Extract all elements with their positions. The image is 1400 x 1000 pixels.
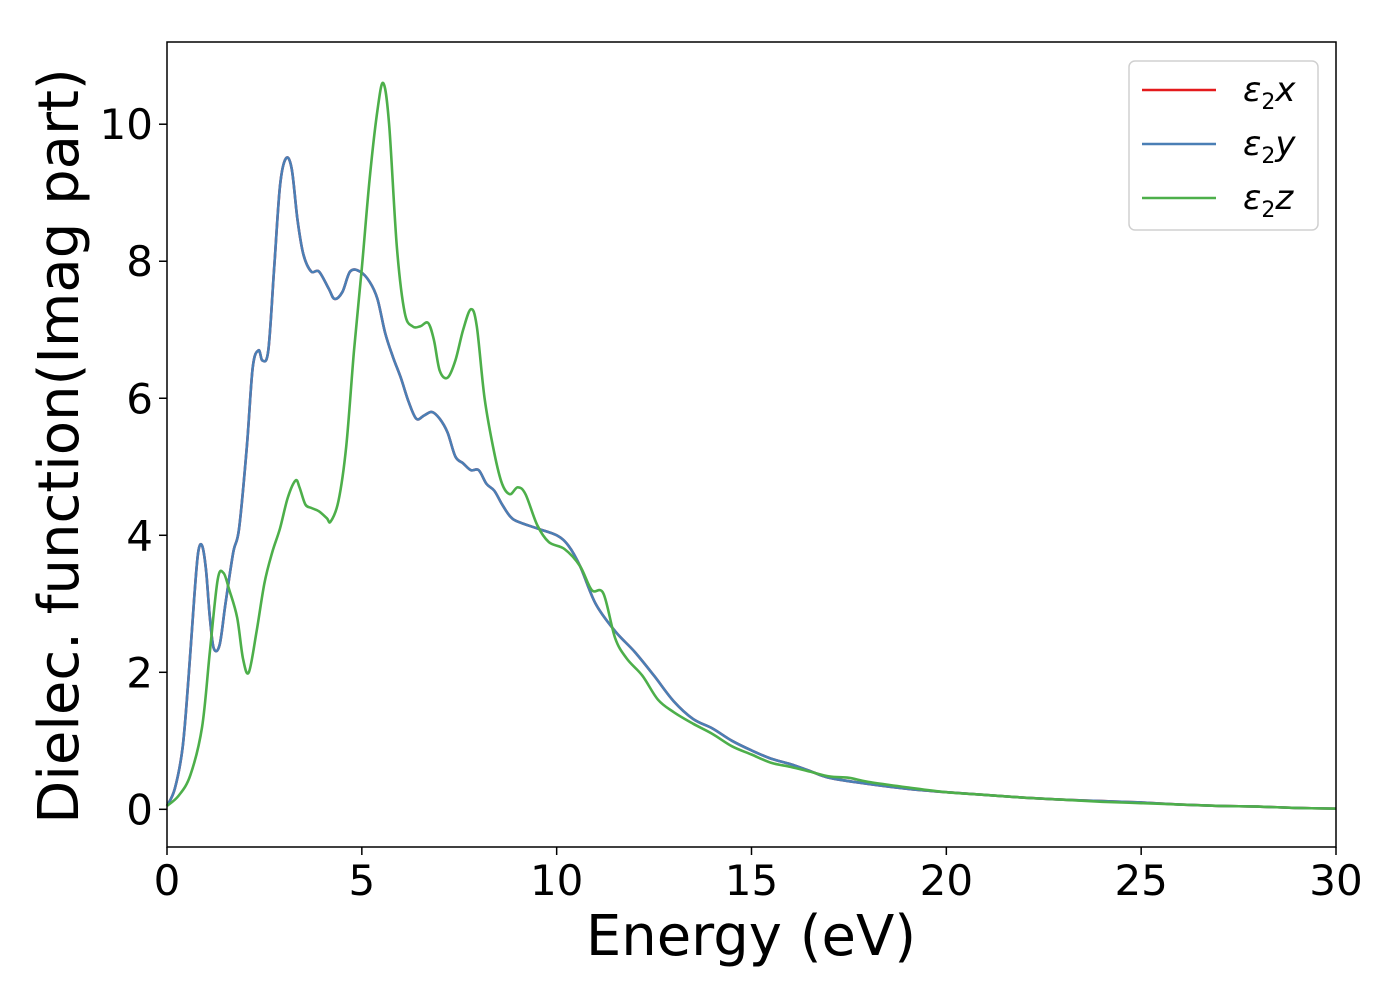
x-axis-label: Energy (eV) [586, 904, 916, 969]
y-axis-ticks: 0 2 4 6 8 10 [100, 100, 167, 834]
x-tick-label: 30 [1309, 856, 1362, 905]
x-tick-label: 20 [920, 856, 973, 905]
x-axis-ticks: 0 5 10 15 20 25 30 [154, 847, 1363, 905]
y-tick-label: 0 [126, 785, 153, 834]
y-tick-label: 8 [126, 237, 153, 286]
legend: ε2x ε2y ε2z [1128, 60, 1319, 231]
legend-box [1128, 60, 1319, 231]
y-tick-label: 2 [126, 648, 153, 697]
legend-label-z: ε2z [1243, 178, 1294, 223]
x-tick-label: 0 [154, 856, 181, 905]
legend-label-y: ε2y [1243, 124, 1296, 169]
x-tick-label: 25 [1114, 856, 1167, 905]
y-tick-label: 10 [100, 100, 153, 149]
x-tick-label: 10 [530, 856, 583, 905]
x-tick-label: 5 [348, 856, 375, 905]
legend-label-x: ε2x [1243, 70, 1296, 115]
x-tick-label: 15 [725, 856, 778, 905]
series-line-z [166, 81, 1337, 810]
y-tick-label: 6 [126, 374, 153, 423]
plot-lines [165, 81, 1337, 810]
y-tick-label: 4 [126, 511, 153, 560]
y-axis-label: Dielec. function(Imag part) [27, 68, 92, 824]
